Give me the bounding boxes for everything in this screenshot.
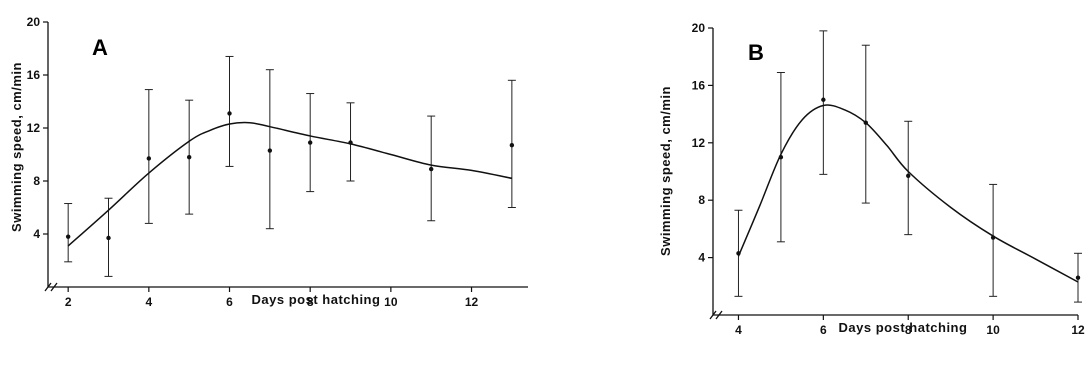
y-tick-label: 4 — [698, 251, 705, 265]
x-tick-label: 2 — [65, 295, 72, 309]
y-axis-label: Swimming speed, cm/min — [9, 62, 24, 232]
x-tick-label: 10 — [384, 295, 398, 309]
data-point — [146, 156, 152, 161]
panel-letter: B — [748, 40, 764, 65]
x-tick-label: 10 — [986, 323, 1000, 337]
x-tick-label: 12 — [1071, 323, 1085, 337]
y-tick-label: 8 — [33, 174, 40, 188]
x-axis-label: Days post hatching — [839, 320, 968, 335]
data-point — [267, 148, 273, 153]
y-tick-label: 12 — [27, 121, 41, 135]
axis-break-mark — [709, 310, 723, 320]
fit-curve — [67, 121, 513, 247]
y-tick-label: 16 — [27, 68, 41, 82]
x-tick-label: 4 — [145, 295, 152, 309]
x-tick-label: 8 — [307, 295, 314, 309]
panel-b: 4 8 12 16 20 4 6 8 10 12 Days post hatching Swimmin… — [658, 21, 1085, 337]
y-tick-label: 4 — [33, 227, 40, 241]
data-point — [307, 140, 313, 145]
data-point — [509, 143, 515, 148]
data-point — [906, 173, 911, 179]
x-tick-label: 6 — [226, 295, 233, 309]
axis-break-mark — [44, 282, 58, 292]
y-tick-label: 12 — [692, 136, 706, 150]
x-tick-label: 12 — [465, 295, 479, 309]
data-point — [106, 235, 111, 241]
fit-curve — [737, 104, 1079, 283]
y-tick-label: 20 — [692, 21, 706, 35]
y-tick-label: 16 — [692, 78, 706, 92]
y-axis-label: Swimming speed, cm/min — [658, 86, 673, 256]
panel-letter: A — [92, 35, 108, 60]
x-tick-label: 6 — [820, 323, 827, 337]
y-tick-label: 20 — [27, 15, 41, 29]
x-tick-label: 8 — [905, 323, 912, 337]
data-point — [428, 166, 434, 172]
data-point — [186, 154, 192, 160]
x-tick-label: 4 — [735, 323, 742, 337]
data-point — [65, 234, 71, 239]
y-tick-label: 8 — [698, 193, 705, 207]
data-point — [227, 111, 232, 116]
data-point — [1075, 275, 1081, 280]
x-axis-label: Days post hatching — [252, 292, 381, 307]
data-point — [821, 97, 826, 102]
